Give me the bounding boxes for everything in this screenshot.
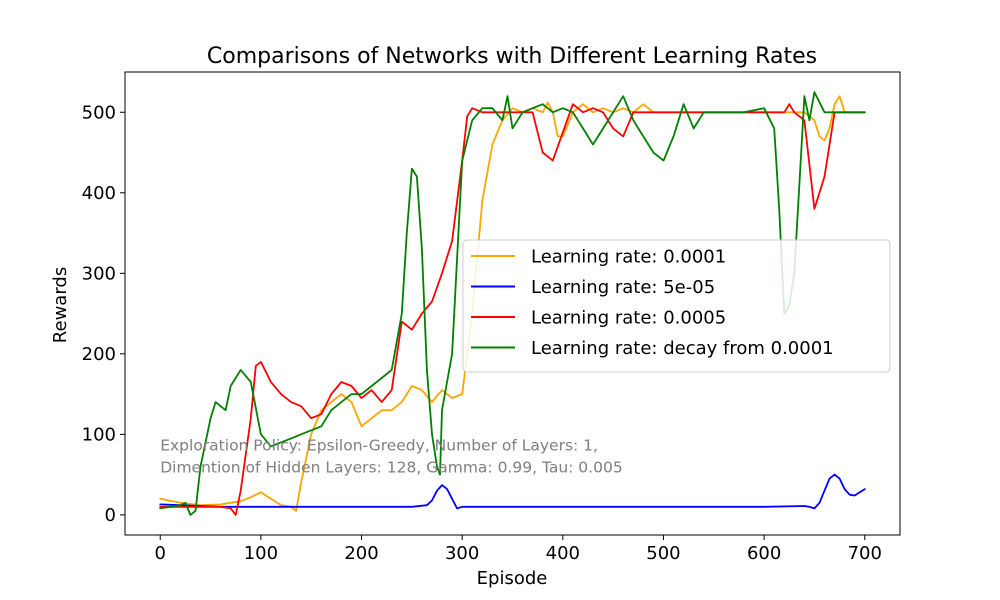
y-tick-label: 500 bbox=[82, 102, 116, 123]
x-tick-label: 100 bbox=[244, 543, 278, 564]
annotation-line-2: Dimention of Hidden Layers: 128, Gamma: … bbox=[160, 459, 622, 477]
exploration-annotation: Exploration Policy: Epsilon-Greedy, Numb… bbox=[160, 437, 622, 477]
legend-box bbox=[462, 239, 891, 373]
x-axis: 0 100 200 300 400 500 600 700 bbox=[155, 535, 882, 564]
y-tick-label: 400 bbox=[82, 183, 116, 204]
legend-entry-label: Learning rate: 5e-05 bbox=[531, 277, 715, 298]
y-axis-label: Rewards bbox=[50, 267, 71, 343]
x-tick-label: 0 bbox=[155, 543, 166, 564]
legend-entry-label: Learning rate: 0.0001 bbox=[531, 247, 726, 268]
series-line-2 bbox=[159, 473, 866, 510]
annotation-line-1: Exploration Policy: Epsilon-Greedy, Numb… bbox=[160, 437, 598, 455]
chart-title: Comparisons of Networks with Different L… bbox=[207, 44, 817, 69]
x-tick-label: 400 bbox=[546, 543, 580, 564]
plot-frame bbox=[124, 71, 901, 536]
x-axis-label: Episode bbox=[477, 568, 548, 589]
x-tick-label: 500 bbox=[646, 543, 680, 564]
y-tick-label: 300 bbox=[82, 263, 116, 284]
series-line-3 bbox=[159, 103, 866, 516]
x-tick-label: 700 bbox=[848, 543, 882, 564]
legend-entry-label: Learning rate: decay from 0.0001 bbox=[531, 338, 834, 359]
series-layer bbox=[159, 91, 866, 516]
y-tick-label: 0 bbox=[105, 505, 116, 526]
series-line-4 bbox=[159, 91, 866, 516]
x-tick-label: 600 bbox=[747, 543, 781, 564]
y-tick-label: 200 bbox=[82, 344, 116, 365]
y-tick-label: 100 bbox=[82, 424, 116, 445]
y-axis: 0 100 200 300 400 500 bbox=[82, 102, 125, 526]
legend: Learning rate: 0.0001 Learning rate: 5e-0… bbox=[462, 239, 891, 373]
x-tick-label: 200 bbox=[344, 543, 378, 564]
legend-entry-label: Learning rate: 0.0005 bbox=[531, 308, 726, 329]
x-tick-label: 300 bbox=[445, 543, 479, 564]
